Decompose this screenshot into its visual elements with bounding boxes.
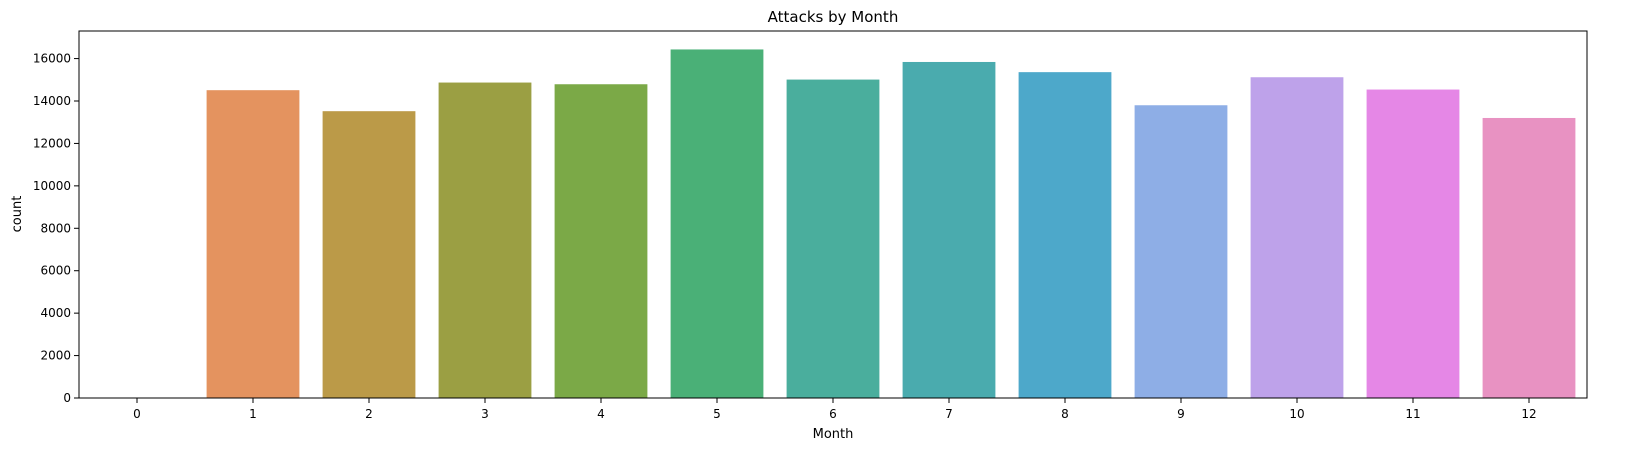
- x-tick-label: 11: [1405, 407, 1420, 421]
- y-axis-ticks: 0 2000 4000 6000 8000 10000 12000 14000 16000: [33, 52, 79, 405]
- y-tick-label: 8000: [40, 221, 71, 235]
- bar-month-11: [1366, 89, 1460, 398]
- y-tick-label: 4000: [40, 306, 71, 320]
- x-tick-label: 12: [1521, 407, 1536, 421]
- x-tick-label: 8: [1061, 407, 1069, 421]
- bar-month-12: [1482, 117, 1576, 399]
- y-tick-label: 2000: [40, 349, 71, 363]
- x-tick-label: 0: [133, 407, 141, 421]
- y-tick-label: 6000: [40, 264, 71, 278]
- x-tick-label: 9: [1177, 407, 1185, 421]
- y-tick-label: 16000: [33, 52, 71, 66]
- bar-month-2: [322, 111, 416, 398]
- bar-month-1: [206, 90, 300, 398]
- plot-frame: [78, 30, 1588, 399]
- y-tick-label: 0: [63, 391, 71, 405]
- bar-month-5: [670, 49, 764, 399]
- bars-group: [90, 49, 1576, 399]
- bar-month-6: [786, 79, 880, 398]
- bar-month-3: [438, 82, 532, 398]
- y-tick-label: 14000: [33, 94, 71, 108]
- bar-month-7: [902, 61, 996, 398]
- x-tick-label: 10: [1289, 407, 1304, 421]
- y-tick-label: 10000: [33, 179, 71, 193]
- x-tick-label: 6: [829, 407, 837, 421]
- y-axis-label: count: [10, 196, 25, 233]
- x-axis-label: Month: [813, 427, 854, 442]
- x-tick-label: 7: [945, 407, 953, 421]
- y-tick-label: 12000: [33, 136, 71, 150]
- bar-month-9: [1134, 105, 1228, 398]
- x-tick-label: 5: [713, 407, 721, 421]
- bar-month-10: [1250, 77, 1344, 398]
- bar-month-4: [554, 84, 648, 398]
- x-tick-label: 4: [597, 407, 605, 421]
- bar-month-8: [1018, 72, 1112, 399]
- x-tick-label: 3: [481, 407, 489, 421]
- x-tick-label: 1: [249, 407, 257, 421]
- x-axis-ticks: 0 1 2 3 4 5 6 7 8 9 10 11 12: [133, 398, 1537, 421]
- chart-title: Attacks by Month: [768, 8, 899, 26]
- x-tick-label: 2: [365, 407, 373, 421]
